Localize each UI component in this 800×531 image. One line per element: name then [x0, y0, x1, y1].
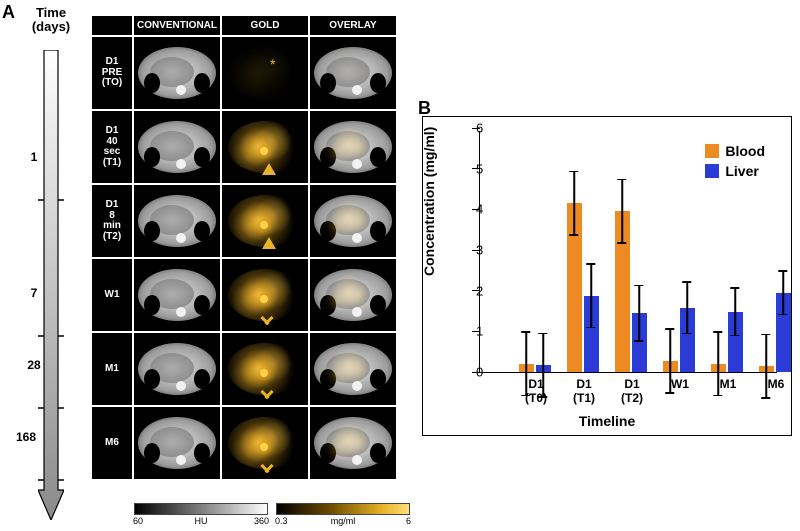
- row-head: W1: [91, 258, 133, 332]
- gold-unit: mg/ml: [331, 516, 356, 526]
- gold-image: [222, 333, 308, 405]
- legend-swatch-blood: [705, 144, 719, 158]
- time-tick-label: 168: [14, 430, 38, 444]
- col-overlay: OVERLAY: [309, 15, 397, 36]
- chevron-marker-icon: [260, 387, 274, 401]
- figure: A Time (days): [0, 0, 800, 531]
- colorbar-gray: 60 HU 360: [134, 503, 268, 515]
- legend-blood: Blood: [705, 143, 765, 159]
- legend-swatch-liver: [705, 164, 719, 178]
- triangle-marker-icon: [262, 237, 276, 249]
- x-tick-label: D1 (T1): [573, 378, 595, 406]
- gray-min: 60: [133, 516, 143, 526]
- image-grid: CONVENTIONAL GOLD OVERLAY D1 PRE (TO) * D1…: [90, 14, 398, 481]
- panel-b-chart: Concentration (mg/ml) Blood Liver 012345…: [422, 116, 792, 436]
- overlay-image: [310, 37, 396, 109]
- overlay-image: [310, 185, 396, 257]
- gold-min: 0.3: [275, 516, 288, 526]
- corner-cell: [91, 15, 133, 36]
- errorbar: [717, 331, 719, 396]
- chevron-marker-icon: [260, 461, 274, 475]
- errorbar: [686, 281, 688, 334]
- time-header: Time (days): [26, 6, 76, 35]
- gold-image: [222, 259, 308, 331]
- gold-image: [222, 185, 308, 257]
- gold-image: [222, 407, 308, 479]
- legend-label-liver: Liver: [725, 163, 758, 179]
- row-head: M6: [91, 406, 133, 480]
- x-tick-label: W1: [671, 378, 689, 392]
- row-head: D1 8 min (T2): [91, 184, 133, 258]
- legend-label-blood: Blood: [725, 143, 765, 159]
- overlay-image: [310, 111, 396, 183]
- ct-image: [134, 259, 220, 331]
- errorbar: [590, 263, 592, 328]
- overlay-image: [310, 333, 396, 405]
- errorbar: [782, 270, 784, 315]
- row-head: M1: [91, 332, 133, 406]
- gray-max: 360: [254, 516, 269, 526]
- star-icon: *: [270, 57, 275, 71]
- panel-a: Time (days) 1 7 28 168: [0, 0, 420, 531]
- x-tick-label: D1 (T2): [621, 378, 643, 406]
- colorbar-gold: 0.3 mg/ml 6: [276, 503, 410, 515]
- chevron-marker-icon: [260, 313, 274, 327]
- gold-max: 6: [406, 516, 411, 526]
- time-arrow-svg: [38, 50, 64, 520]
- x-tick-label: D1 (T0): [525, 378, 547, 406]
- errorbar: [621, 179, 623, 244]
- chart-plot-area: Blood Liver 0123456D1 (T0)D1 (T1)D1 (T2)…: [479, 131, 777, 373]
- legend: Blood Liver: [705, 143, 765, 183]
- row-head: D1 PRE (TO): [91, 36, 133, 110]
- colorbars: 60 HU 360 0.3 mg/ml 6: [134, 503, 410, 525]
- ct-image: [134, 407, 220, 479]
- gray-unit: HU: [195, 516, 208, 526]
- x-tick-label: M6: [768, 378, 785, 392]
- triangle-marker-icon: [262, 163, 276, 175]
- x-axis-label: Timeline: [423, 413, 791, 429]
- col-gold: GOLD: [221, 15, 309, 36]
- time-tick-label: 7: [22, 286, 46, 300]
- gold-image: *: [222, 37, 308, 109]
- errorbar: [573, 171, 575, 236]
- errorbar: [638, 285, 640, 342]
- col-conventional: CONVENTIONAL: [133, 15, 221, 36]
- time-arrow: Time (days) 1728168: [20, 10, 80, 520]
- ct-image: [134, 185, 220, 257]
- legend-liver: Liver: [705, 163, 765, 179]
- overlay-image: [310, 259, 396, 331]
- overlay-image: [310, 407, 396, 479]
- gold-image: [222, 111, 308, 183]
- ct-image: [134, 333, 220, 405]
- errorbar: [765, 334, 767, 399]
- ct-image: [134, 111, 220, 183]
- row-head: D1 40 sec (T1): [91, 110, 133, 184]
- ct-image: [134, 37, 220, 109]
- y-axis-label: Concentration (mg/ml): [421, 127, 437, 276]
- time-tick-label: 28: [22, 358, 46, 372]
- time-tick-label: 1: [22, 150, 46, 164]
- errorbar: [734, 287, 736, 336]
- x-tick-label: M1: [720, 378, 737, 392]
